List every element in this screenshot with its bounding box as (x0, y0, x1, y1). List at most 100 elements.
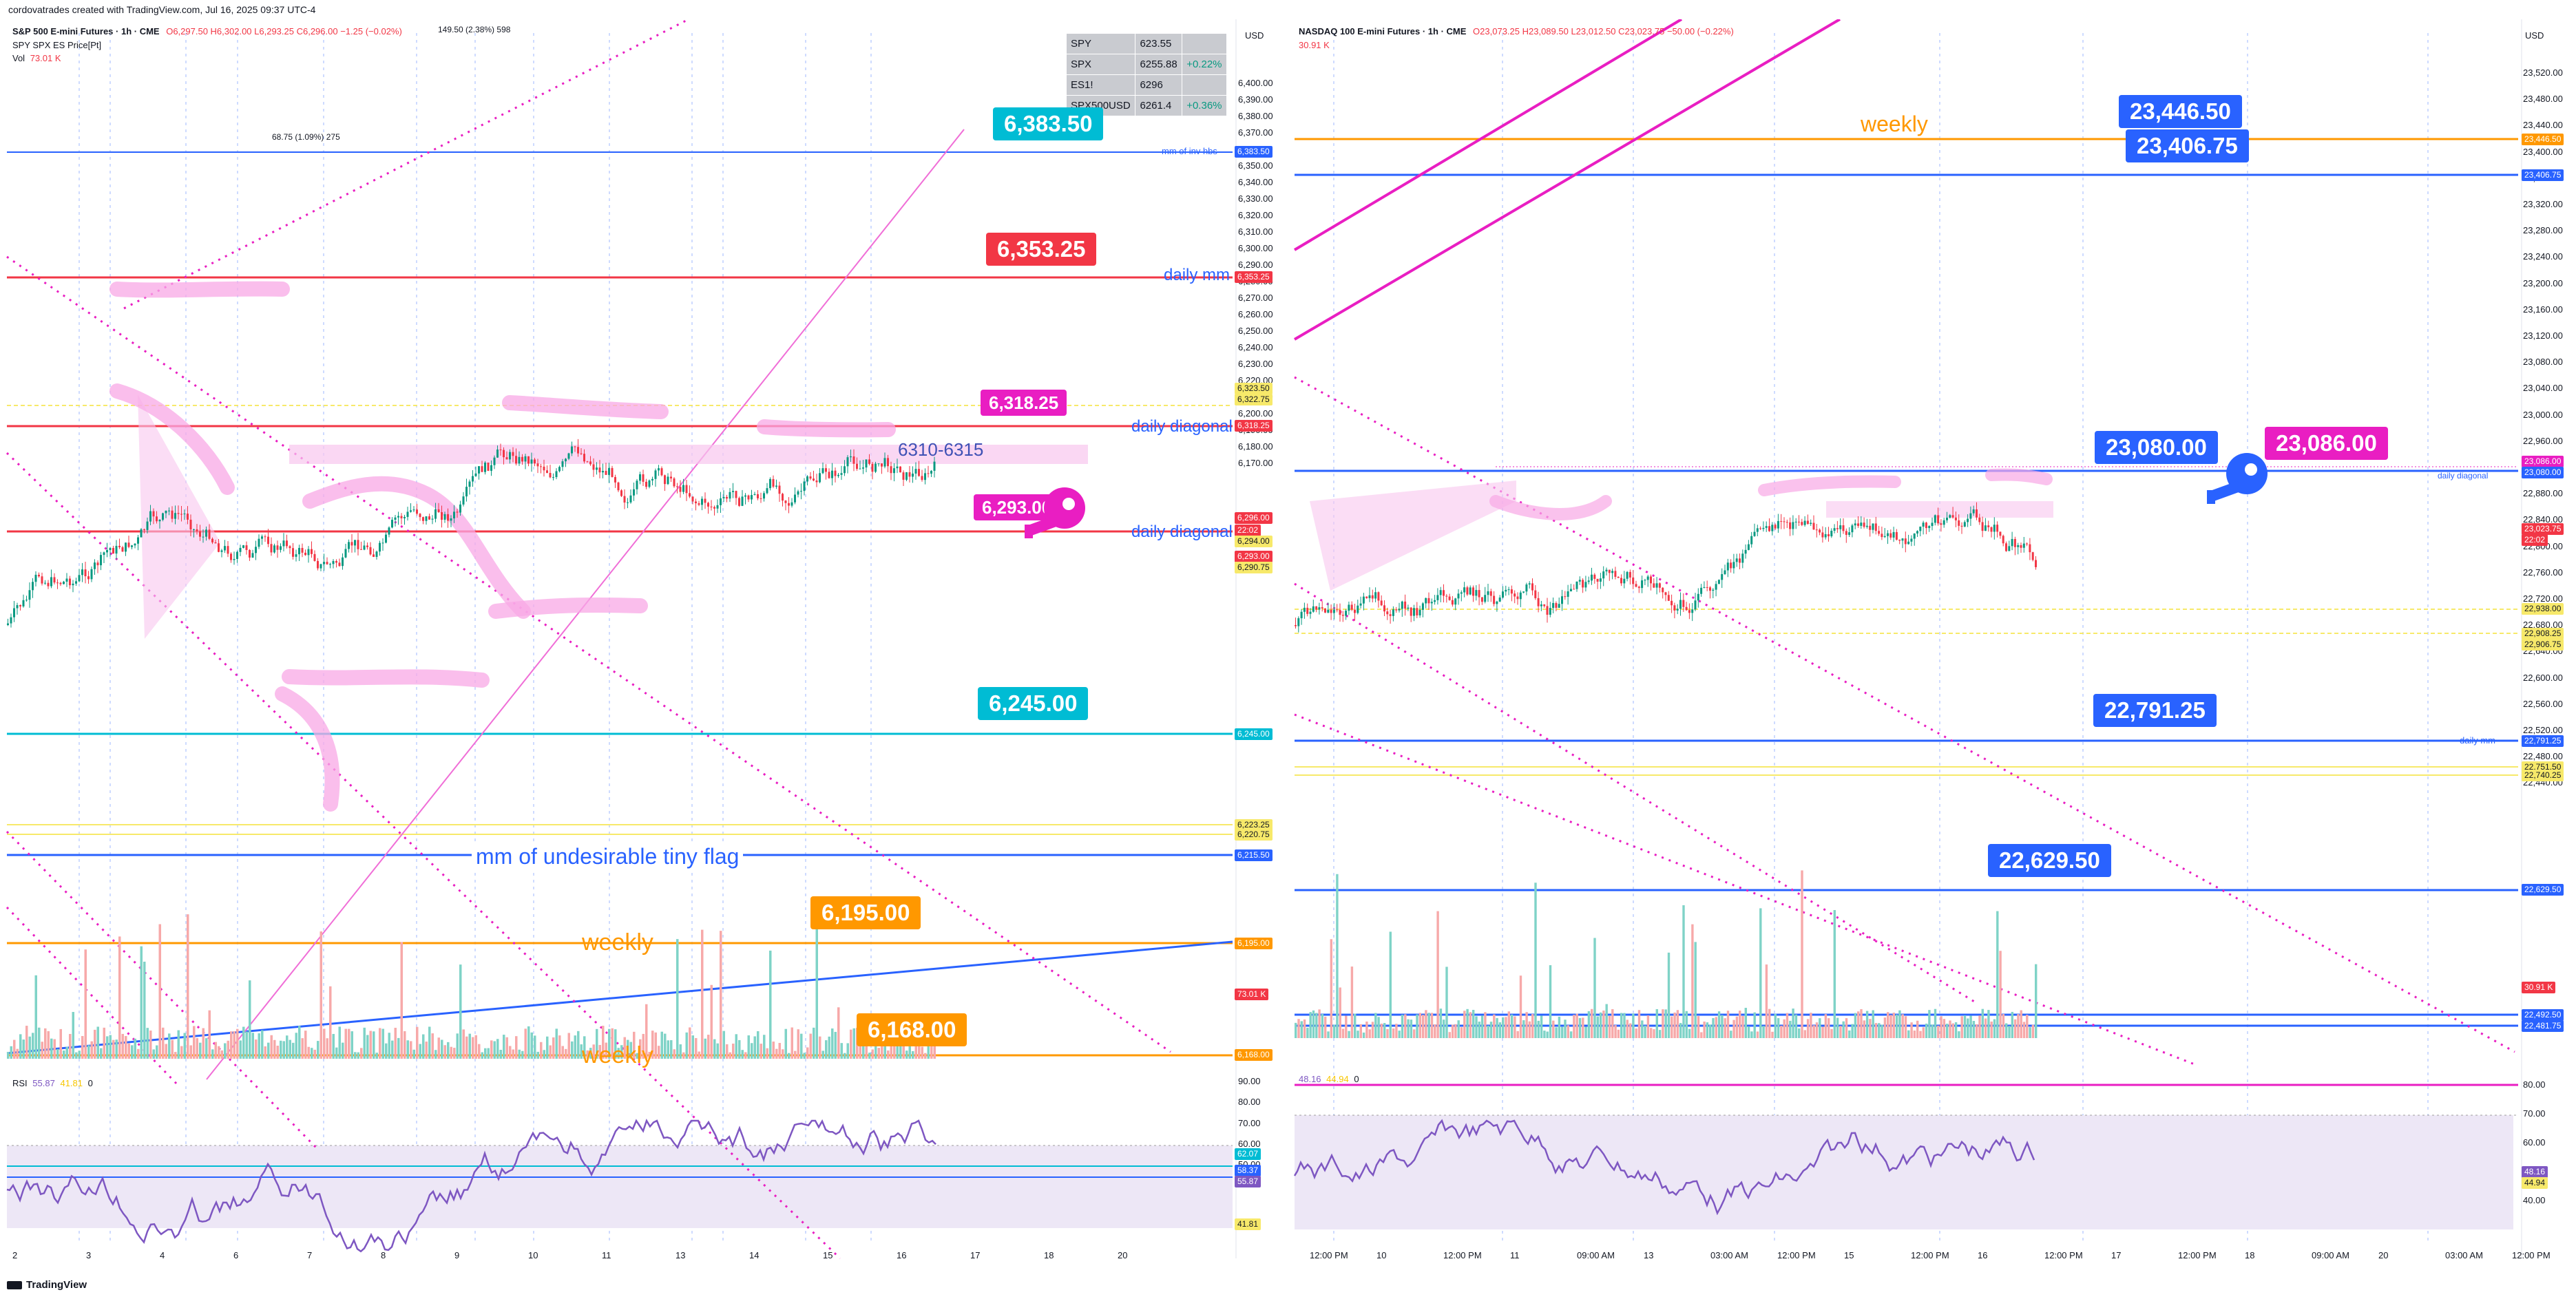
nq-chart-pane[interactable]: NASDAQ 100 E-mini Futures · 1h · CME O23… (1289, 19, 2576, 1267)
callout-6245[interactable]: 6,245.00 (978, 687, 1089, 720)
volume-bar (918, 1036, 921, 1059)
price-axis-tick: 22,480.00 (2523, 751, 2563, 762)
magenta-channel-line (1293, 19, 1683, 251)
volume-bar (1824, 1014, 1828, 1038)
candle-body (189, 519, 192, 530)
volume-bar (84, 949, 87, 1059)
candle-body (567, 453, 570, 459)
volume-bar (1528, 1021, 1531, 1038)
rsi-band (7, 1145, 1233, 1228)
candle-body (1312, 606, 1315, 612)
candle-body (332, 560, 335, 564)
volume-bar (373, 1031, 375, 1059)
price-tag: 22,908.25 (2522, 628, 2564, 640)
volume-bar (140, 946, 143, 1059)
candle-body (1321, 607, 1323, 609)
volume-bar (280, 1040, 282, 1059)
candle-body (753, 494, 756, 496)
volume-bar (1502, 1017, 1505, 1038)
callout-6168[interactable]: 6,168.00 (857, 1013, 967, 1046)
watchlist-row[interactable]: ES1! 6296 (1065, 74, 1227, 96)
callout-6195[interactable]: 6,195.00 (810, 896, 921, 929)
candle-body (1558, 604, 1560, 608)
callout-23446[interactable]: 23,446.50 (2119, 95, 2242, 128)
volume-bar (1368, 1029, 1371, 1038)
volume-bar (282, 1041, 285, 1059)
candle-body (1726, 562, 1729, 571)
candle-body (1567, 591, 1569, 597)
volume-bar (115, 1039, 118, 1059)
volume-bar (1469, 1012, 1472, 1038)
volume-bar (19, 1034, 22, 1059)
callout-22629[interactable]: 22,629.50 (1988, 844, 2111, 877)
volume-bar (515, 1036, 518, 1059)
nq-currency-label: USD (2525, 30, 2544, 41)
price-tag: 6,296.00 (1235, 512, 1273, 524)
candle-body (1717, 580, 1720, 584)
watchlist-row[interactable]: SPY 623.55 (1065, 33, 1227, 54)
callout-6293[interactable]: 6,293.00 (974, 494, 1060, 520)
callout-22791[interactable]: 22,791.25 (2093, 694, 2217, 727)
callout-6383[interactable]: 6,383.50 (993, 107, 1104, 140)
volume-bar (1587, 1011, 1591, 1038)
candle-body (1842, 525, 1845, 531)
es-chart-canvas[interactable] (0, 19, 1282, 1267)
candle-body (388, 527, 390, 535)
volume-bar (388, 1033, 390, 1059)
volume-bar (434, 1050, 437, 1059)
es-chart-pane[interactable]: S&P 500 E-mini Futures · 1h · CME O6,297… (0, 19, 1282, 1267)
volume-bar (1510, 1014, 1514, 1038)
candle-body (1549, 608, 1551, 615)
candle-body (788, 503, 790, 506)
nq-chart-canvas[interactable] (1289, 19, 2576, 1267)
time-axis-tick: 9 (454, 1250, 460, 1260)
callout-23406[interactable]: 23,406.75 (2126, 129, 2249, 162)
callout-6318[interactable]: 6,318.25 (981, 390, 1067, 416)
candle-body (373, 554, 375, 557)
callout-23080[interactable]: 23,080.00 (2095, 431, 2218, 464)
volume-bar (2022, 1022, 2026, 1038)
candle-body (2022, 543, 2025, 548)
price-tag: 23,080.00 (2522, 467, 2564, 478)
time-axis-tick: 15 (1844, 1250, 1854, 1260)
watchlist-row[interactable]: SPX 6255.88 +0.22% (1065, 54, 1227, 75)
price-tag: 41.81 (1235, 1218, 1261, 1230)
candle-body (1724, 570, 1726, 574)
candle-body (1762, 527, 1765, 529)
callout-6353[interactable]: 6,353.25 (986, 233, 1097, 266)
volume-bar (1937, 1025, 1940, 1038)
volume-bar (1913, 1031, 1916, 1038)
candle-body (834, 470, 837, 476)
volume-bar (152, 1049, 155, 1059)
volume-bar (112, 1039, 115, 1059)
volume-bar (620, 1045, 623, 1059)
candle-body (41, 576, 43, 584)
volume-bar (431, 1033, 434, 1059)
volume-bar (794, 1050, 797, 1059)
volume-bar (698, 1051, 700, 1059)
volume-bar (2002, 1014, 2005, 1038)
nq-volume-legend: 30.91 K (1299, 40, 1330, 50)
candle-body (1430, 602, 1433, 604)
volume-bar (1336, 874, 1339, 1038)
volume-bar (654, 1032, 657, 1059)
candle-body (1806, 520, 1809, 525)
volume-bar (549, 1045, 552, 1059)
callout-23086[interactable]: 23,086.00 (2265, 427, 2388, 460)
candle-body (927, 473, 930, 474)
candle-body (1587, 580, 1590, 582)
volume-bar (1608, 1015, 1611, 1038)
candle-body (1774, 525, 1777, 529)
es-rsi-legend: RSI 55.87 41.81 0 (12, 1078, 93, 1088)
candle-body (1895, 531, 1898, 540)
volume-bar (1463, 1011, 1466, 1038)
candle-body (158, 520, 161, 522)
volume-bar (338, 1026, 341, 1059)
volume-bar (56, 1048, 59, 1059)
volume-bar (1629, 1023, 1632, 1038)
volume-bar (586, 1050, 589, 1059)
volume-bar (459, 964, 462, 1059)
candle-body (1694, 600, 1697, 610)
candle-body (676, 486, 678, 487)
candle-body (224, 546, 226, 551)
